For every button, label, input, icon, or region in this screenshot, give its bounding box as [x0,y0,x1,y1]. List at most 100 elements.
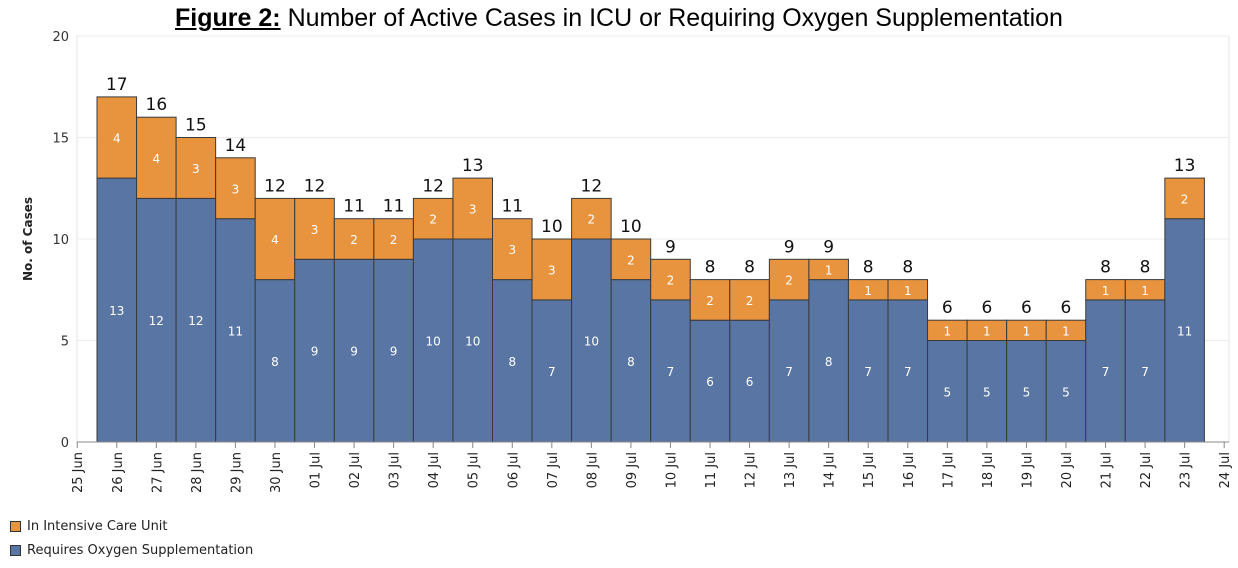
value-label-oxygen: 12 [188,314,203,328]
bar-icu [373,218,414,260]
x-tick-label: 03 Jul [388,452,403,488]
total-label: 8 [705,258,716,278]
y-tick-label: 0 [61,436,69,451]
value-label-oxygen: 10 [465,335,480,349]
value-label-icu: 1 [904,284,912,298]
bar-oxygen [294,258,335,443]
value-label-oxygen: 9 [350,345,358,359]
total-label: 13 [1174,156,1196,176]
bar-icu [689,279,731,321]
figure-label: Figure 2: [175,4,281,32]
bar-icu [254,197,296,281]
value-label-oxygen: 12 [149,314,164,328]
x-tick-label: 24 Jul [1218,452,1233,488]
legend-swatch-oxygen [10,545,21,556]
bar-oxygen [610,279,652,443]
bar-icu [531,238,573,301]
bar-icu [729,279,770,321]
x-tick-label: 28 Jun [190,452,205,493]
bar-oxygen [175,197,217,443]
x-tick-label: 02 Jul [348,452,363,488]
bar-oxygen [847,299,889,443]
total-label: 6 [1021,298,1032,318]
value-label-oxygen: 5 [1023,385,1031,399]
x-tick-label: 15 Jul [862,452,877,488]
x-tick-label: 07 Jul [546,452,561,488]
x-tick-label: 12 Jul [744,452,759,488]
bar-icu [1164,177,1205,220]
x-tick-label: 10 Jul [664,452,679,488]
bar-oxygen [452,238,494,443]
bar-oxygen [966,340,1008,443]
value-label-oxygen: 5 [1062,385,1070,399]
bar-oxygen [1164,218,1205,443]
value-label-icu: 2 [390,233,398,247]
x-tick-label: 26 Jun [111,452,126,493]
bar-oxygen [927,340,968,443]
value-label-icu: 2 [429,213,437,227]
total-label: 8 [902,258,913,278]
bar-oxygen [768,299,810,443]
value-label-oxygen: 6 [746,375,754,389]
total-label: 11 [343,197,365,217]
total-label: 6 [981,298,992,318]
value-label-icu: 2 [706,294,714,308]
y-tick-label: 10 [52,233,69,248]
total-label: 14 [225,136,247,156]
total-label: 11 [501,197,523,217]
value-label-oxygen: 8 [508,355,516,369]
x-tick-label: 25 Jun [71,452,86,493]
bar-oxygen [492,279,533,443]
value-label-icu: 3 [311,223,319,237]
bar-icu [610,238,652,281]
total-label: 10 [620,217,642,237]
total-label: 11 [383,197,405,217]
value-label-oxygen: 11 [228,324,243,338]
value-label-icu: 1 [864,284,872,298]
value-label-icu: 1 [1023,324,1031,338]
value-label-icu: 2 [588,213,596,227]
total-label: 8 [1140,258,1151,278]
bar-icu [136,116,177,199]
x-tick-label: 01 Jul [309,452,324,488]
total-label: 12 [304,176,326,196]
bar-oxygen [729,319,770,443]
x-tick-label: 21 Jul [1100,452,1115,488]
value-label-icu: 4 [113,132,121,146]
total-label: 8 [744,258,755,278]
value-label-oxygen: 8 [825,355,833,369]
bar-icu [96,96,138,179]
value-label-oxygen: 8 [627,355,635,369]
value-label-oxygen: 5 [983,385,991,399]
x-tick-label: 18 Jul [981,452,996,488]
y-axis-label: No. of Cases [21,197,35,281]
bar-icu [808,258,849,281]
bar-oxygen [96,177,138,443]
legend-label-oxygen: Requires Oxygen Supplementation [27,543,254,558]
total-label: 12 [422,176,444,196]
bar-icu [294,197,335,260]
x-tick-label: 29 Jun [229,452,244,493]
x-tick-label: 14 Jul [823,452,838,488]
total-label: 13 [462,156,484,176]
value-label-icu: 3 [232,182,240,196]
bar-oxygen [1124,299,1166,443]
bar-icu [887,279,929,301]
value-label-oxygen: 7 [785,365,793,379]
value-label-icu: 3 [469,203,477,217]
y-tick-label: 5 [61,335,69,350]
total-label: 12 [581,176,603,196]
total-label: 8 [1100,258,1111,278]
total-label: 16 [146,95,168,115]
value-label-icu: 2 [785,274,793,288]
y-tick-label: 15 [52,132,69,147]
x-tick-label: 11 Jul [704,452,719,488]
x-tick-label: 13 Jul [783,452,798,488]
value-label-oxygen: 6 [706,375,714,389]
total-label: 8 [863,258,874,278]
legend-swatch-icu [10,521,21,532]
x-tick-label: 22 Jul [1139,452,1154,488]
chart-title: Figure 2: Number of Active Cases in ICU … [0,4,1238,33]
x-tick-label: 09 Jul [625,452,640,488]
